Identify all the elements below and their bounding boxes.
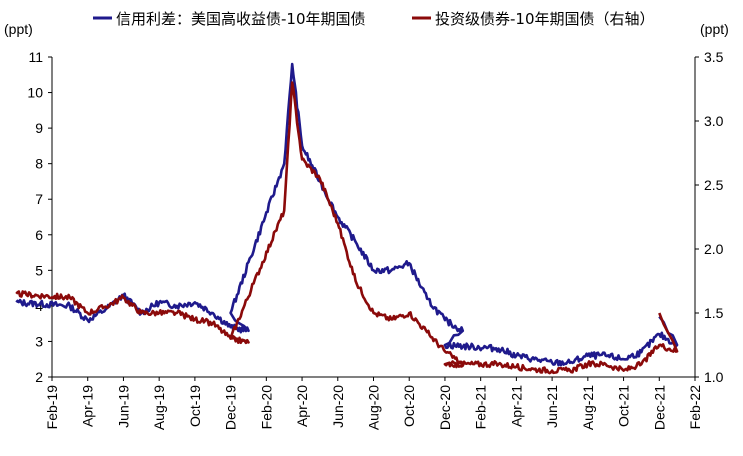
x-tick-label: Apr-20 [294,385,310,427]
series-line-investment-grade [15,81,679,375]
x-tick-label: Apr-19 [80,385,96,427]
right-tick-label: 3.5 [704,49,724,65]
x-tick-label: Aug-20 [366,385,382,430]
x-tick-label: Dec-19 [223,385,239,430]
series-line-high-yield [15,62,679,367]
left-tick-label: 5 [35,262,43,278]
right-tick-label: 2.0 [704,241,724,257]
legend-label-ig: 投资级债券-10年期国债（右轴） [435,10,655,28]
x-tick-label: Oct-19 [187,385,203,427]
left-tick-label: 8 [35,156,43,172]
legend-label-hy: 信用利差：美国高收益债-10年期国债 [116,10,366,28]
x-tick-label: Oct-21 [616,385,632,427]
x-tick-label: Apr-21 [508,385,524,427]
left-tick-label: 9 [35,120,43,136]
x-tick-label: Dec-21 [651,385,667,430]
right-tick-label: 1.5 [704,305,724,321]
left-tick-label: 3 [35,333,43,349]
right-tick-label: 2.5 [704,177,724,193]
x-tick-label: Feb-19 [44,385,60,430]
right-tick-label: 3.0 [704,113,724,129]
x-tick-label: Feb-21 [473,385,489,430]
x-tick-label: Jun-20 [330,385,346,428]
x-tick-label: Feb-22 [687,385,703,430]
x-tick-label: Dec-20 [437,385,453,430]
x-tick-label: Aug-21 [580,385,596,430]
left-tick-label: 2 [35,369,43,385]
x-tick-label: Oct-20 [401,385,417,427]
left-tick-label: 10 [27,85,43,101]
x-tick-label: Jun-21 [544,385,560,428]
x-tick-label: Aug-19 [151,385,167,430]
left-tick-label: 11 [28,49,43,65]
x-tick-label: Jun-19 [115,385,131,428]
legend: 信用利差：美国高收益债-10年期国债 投资级债券-10年期国债（右轴） [93,10,655,28]
right-tick-label: 1.0 [704,369,724,385]
x-tick-label: Feb-20 [258,385,274,430]
left-tick-label: 7 [35,191,43,207]
series-layer [15,62,679,375]
right-axis-unit: (ppt) [700,21,729,37]
left-axis-unit: (ppt) [4,21,33,37]
left-tick-label: 6 [35,227,43,243]
